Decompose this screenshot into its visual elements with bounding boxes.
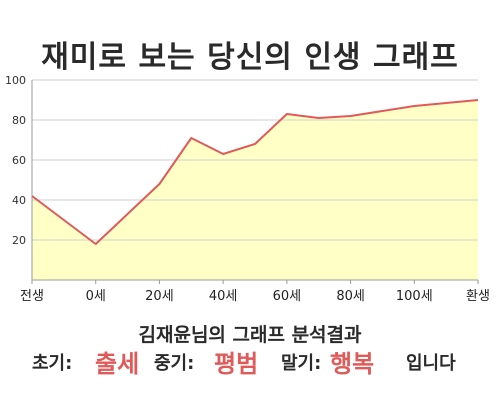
x-tick-label-3: 40세 [209, 289, 238, 304]
x-tick-label-5: 80세 [336, 289, 365, 304]
middle-value: 평범 [214, 350, 259, 378]
x-tick-label-0: 전생 [20, 289, 44, 304]
y-tick-label-80: 80 [12, 114, 26, 127]
early-label: 초기: [32, 353, 73, 374]
y-tick-label-20: 20 [12, 234, 26, 247]
life-graph-chart: 20 40 60 80 100 전생 0세 20세 40세 60세 80세 100세 환생 [5, 74, 490, 304]
result-ending: 입니다 [406, 353, 456, 374]
x-tick-label-1: 0세 [86, 289, 106, 304]
x-tick-label-6: 100세 [396, 289, 433, 304]
chart-title: 재미로 보는 당신의 인생 그래프 [41, 40, 459, 75]
analysis-subtitle: 김재윤님의 그래프 분석결과 [138, 324, 362, 346]
early-value: 출세 [95, 350, 140, 378]
middle-label: 중기: [154, 353, 195, 374]
x-tick-label-2: 20세 [145, 289, 174, 304]
late-value: 행복 [330, 350, 375, 378]
y-tick-label-100: 100 [5, 74, 26, 87]
y-tick-label-40: 40 [12, 194, 26, 207]
x-tick-label-4: 60세 [273, 289, 302, 304]
late-label: 말기: [281, 353, 322, 374]
area-fill [32, 100, 478, 280]
y-tick-label-60: 60 [12, 154, 26, 167]
x-tick-label-7: 환생 [466, 289, 490, 304]
analysis-result: 초기: 출세 중기: 평범 말기: 행복 입니다 [0, 348, 500, 380]
life-line-series [31, 99, 479, 245]
